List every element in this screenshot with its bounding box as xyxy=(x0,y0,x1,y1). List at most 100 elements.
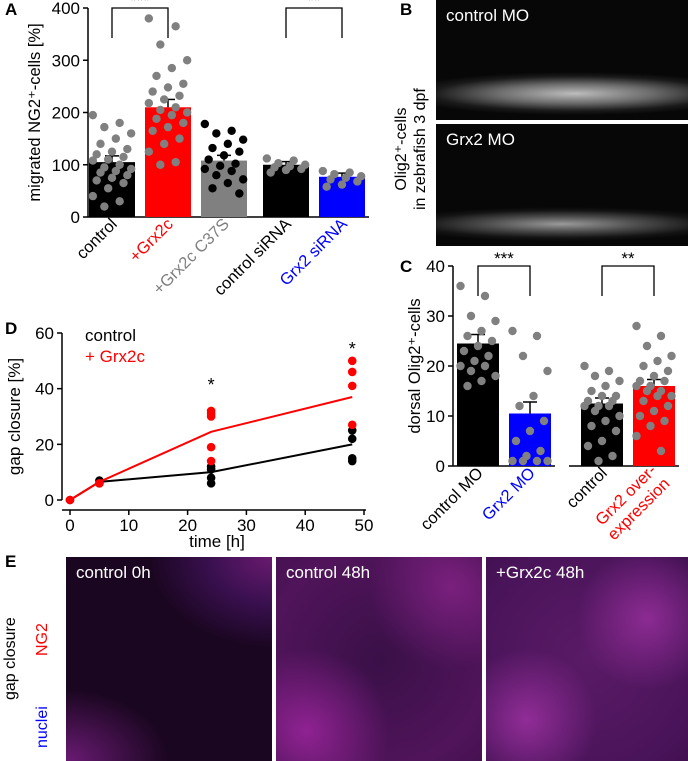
image-label-control-mo: control MO xyxy=(446,6,530,25)
panel-label-e: E xyxy=(5,552,17,571)
data-point xyxy=(347,434,357,444)
y-tick-label: 40 xyxy=(35,380,54,399)
data-point xyxy=(238,175,248,184)
data-point xyxy=(480,291,490,301)
image-grx2c-48h: +Grx2c 48h xyxy=(486,557,688,761)
image-control-48h-cells xyxy=(276,557,482,761)
data-point xyxy=(227,166,236,176)
data-point xyxy=(463,381,472,391)
image-grx2-mo: Grx2 MO xyxy=(436,124,688,246)
y-tick-label: 0 xyxy=(45,491,54,510)
data-point xyxy=(219,151,229,160)
data-point xyxy=(148,87,157,96)
data-point xyxy=(96,168,105,177)
data-point xyxy=(632,431,641,441)
panel-b-ylabel-line1: Olig2⁺-cells xyxy=(393,107,410,191)
data-point xyxy=(539,416,549,426)
y-tick-label: 100 xyxy=(52,156,80,175)
data-point xyxy=(590,406,600,416)
significance-label: *** xyxy=(130,0,150,10)
x-tick-label: 40 xyxy=(296,516,315,535)
data-point xyxy=(322,182,331,191)
data-point xyxy=(144,14,154,23)
x-tick-label: 30 xyxy=(237,516,256,535)
data-point xyxy=(175,134,184,143)
data-point xyxy=(649,406,659,416)
data-point xyxy=(594,456,603,466)
category-label-line: +Grx2c xyxy=(126,215,177,266)
data-point xyxy=(212,129,221,138)
significance-label: * xyxy=(208,375,215,395)
data-point xyxy=(337,180,347,189)
data-point xyxy=(642,341,652,351)
data-point xyxy=(649,371,659,381)
panel-b-ylabel: Olig2⁺-cells in zebrafish 3 dpf xyxy=(392,88,430,210)
significance-bracket xyxy=(601,265,655,296)
data-point xyxy=(587,421,596,431)
data-point xyxy=(543,366,552,376)
data-point xyxy=(525,426,535,436)
panel-label-d: D xyxy=(5,319,18,338)
data-point xyxy=(208,184,217,193)
data-point xyxy=(144,98,154,108)
data-point xyxy=(88,191,98,201)
data-point xyxy=(204,155,213,164)
data-point xyxy=(111,134,121,143)
data-point xyxy=(543,456,552,466)
y-tick-label: 10 xyxy=(426,407,445,426)
data-point xyxy=(491,371,500,381)
image-control-48h: control 48h xyxy=(276,557,482,761)
data-point xyxy=(583,441,593,451)
image-grx2c-48h-cells xyxy=(486,557,688,761)
data-point xyxy=(96,139,105,149)
data-point xyxy=(653,391,662,401)
data-point xyxy=(656,446,666,456)
data-point xyxy=(92,150,101,159)
data-point xyxy=(597,391,607,401)
y-tick-label: 20 xyxy=(426,357,445,376)
data-point xyxy=(656,331,666,341)
data-point xyxy=(171,22,180,31)
data-point xyxy=(200,164,210,174)
panel-e-ng2-label: NG2 xyxy=(34,623,51,656)
data-point xyxy=(639,361,648,371)
data-point xyxy=(156,160,165,169)
significance-label: * xyxy=(349,339,356,359)
data-point xyxy=(65,495,75,505)
legend-entry: control xyxy=(85,326,136,345)
x-tick-label: 10 xyxy=(119,516,138,535)
data-point xyxy=(632,381,641,391)
data-point xyxy=(115,118,124,128)
data-point xyxy=(529,391,538,401)
image-label-grx2-mo: Grx2 MO xyxy=(446,130,515,149)
y-tick-label: 0 xyxy=(436,457,445,476)
data-point xyxy=(238,135,248,144)
data-point xyxy=(231,159,240,168)
data-point xyxy=(100,122,109,132)
data-point xyxy=(88,110,98,120)
panel-label-a: A xyxy=(5,0,18,19)
data-point xyxy=(103,184,113,193)
data-point xyxy=(456,361,465,371)
data-point xyxy=(167,63,177,73)
data-point xyxy=(235,189,244,198)
significance-label: ** xyxy=(621,249,635,268)
data-point xyxy=(115,197,124,206)
data-point xyxy=(635,411,645,421)
data-point xyxy=(646,421,655,431)
image-label-control-0h: control 0h xyxy=(76,563,151,582)
data-point xyxy=(518,351,528,361)
data-point xyxy=(206,442,216,452)
data-point xyxy=(642,386,652,396)
x-tick-label: 20 xyxy=(178,516,197,535)
data-point xyxy=(459,346,469,356)
data-point xyxy=(318,166,328,176)
significance-bracket xyxy=(111,7,169,38)
data-point xyxy=(660,416,669,426)
panel-e-row-label: gap closure xyxy=(2,617,19,700)
data-point xyxy=(653,356,662,366)
data-point xyxy=(532,331,542,341)
legend-entry: + Grx2c xyxy=(85,347,145,366)
panel-label-c: C xyxy=(400,257,413,276)
